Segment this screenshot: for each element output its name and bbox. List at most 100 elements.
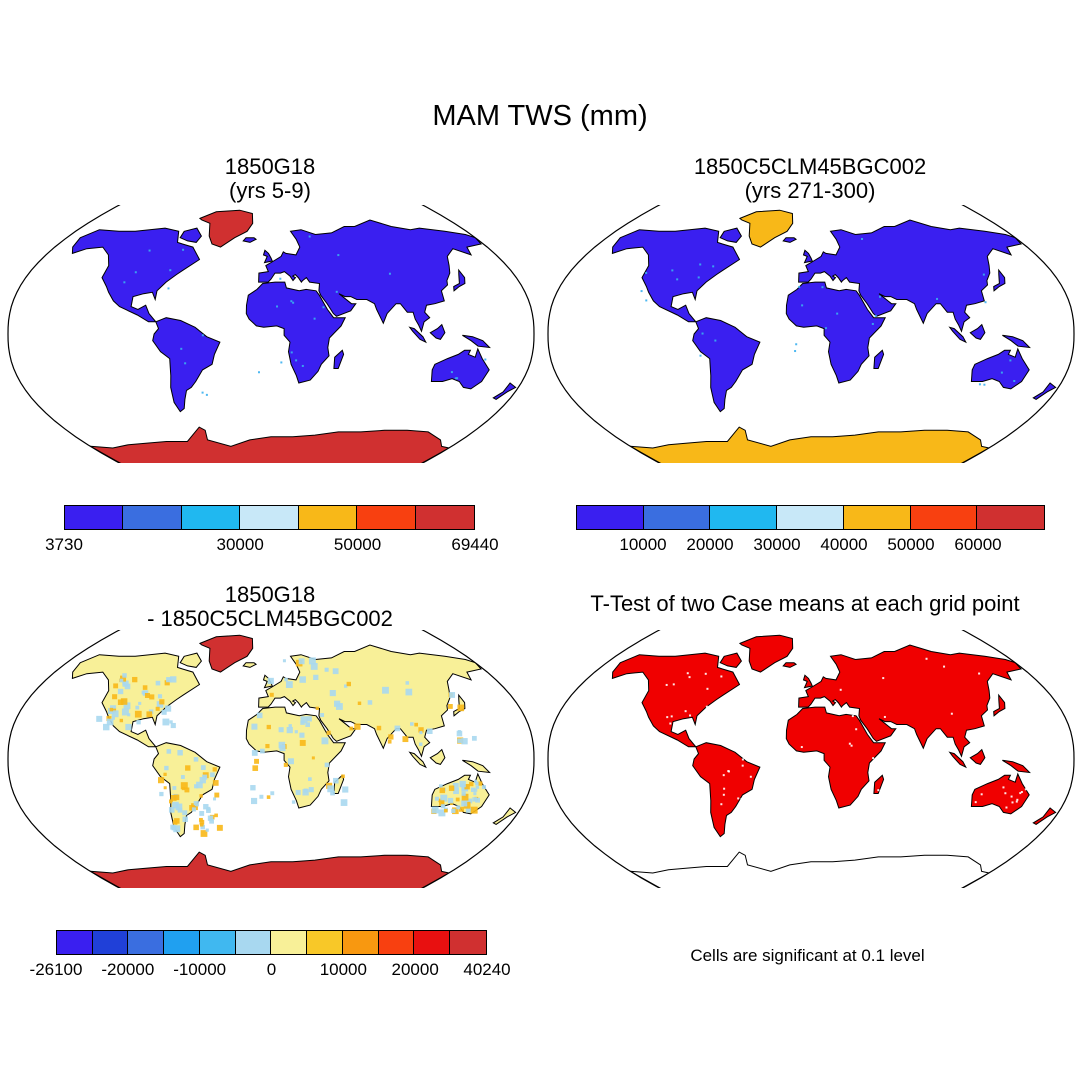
speckle-cell (470, 787, 476, 792)
speckle-cell (984, 301, 987, 304)
speckle-cell (251, 723, 258, 730)
speckle-cell (800, 746, 803, 749)
speckle-cell (470, 806, 478, 814)
speckle-cell (210, 772, 215, 778)
speckle-cell (169, 720, 173, 724)
speckle-cell (257, 371, 260, 374)
land-australia (970, 347, 1030, 390)
land-northAmerica (611, 227, 741, 323)
speckle-cell (193, 801, 199, 807)
colorbar-tick-label: -26100 (29, 960, 83, 979)
speckle-cell (461, 800, 468, 807)
speckle-cell (149, 694, 155, 700)
panel-1-colorbar (64, 505, 475, 530)
land-iceland (782, 237, 798, 243)
speckle-cell (706, 687, 709, 690)
speckle-cell (278, 727, 284, 733)
speckle-cell (349, 726, 354, 731)
speckle-cell (874, 314, 877, 317)
speckle-cell (1005, 806, 1008, 809)
speckle-cell (346, 681, 351, 687)
speckle-cell (177, 807, 183, 813)
speckle-cell (124, 683, 131, 690)
colorbar-segment (123, 506, 182, 529)
speckle-cell (193, 824, 199, 831)
speckle-cell (444, 808, 448, 813)
panel-4-map (546, 630, 1076, 888)
colorbar-tick-label: 0 (266, 960, 277, 979)
speckle-cell (144, 693, 150, 698)
land-japan (993, 268, 1006, 292)
speckle-cell (292, 301, 295, 304)
panel-1-map (6, 205, 536, 463)
speckle-cell (1002, 786, 1005, 789)
speckle-cell (1016, 798, 1019, 801)
colorbar-segment (298, 506, 358, 529)
speckle-cell (122, 682, 126, 686)
land-northAmerica (611, 652, 741, 748)
speckle-cell (974, 809, 977, 812)
speckle-cell (166, 749, 172, 754)
speckle-cell (180, 347, 183, 350)
speckle-cell (301, 364, 304, 367)
speckle-cell (294, 730, 298, 734)
speckle-cell (170, 722, 176, 729)
speckle-cell (688, 676, 691, 679)
speckle-cell (205, 393, 208, 396)
speckle-cell (184, 362, 187, 365)
speckle-cell (119, 678, 124, 683)
speckle-cell (440, 794, 448, 802)
speckle-cell (298, 658, 305, 665)
speckle-cell (723, 787, 726, 790)
speckle-cell (343, 684, 348, 688)
colorbar-segment (415, 506, 474, 529)
speckle-cell (337, 254, 340, 257)
speckle-cell (164, 765, 169, 771)
speckle-cell (136, 720, 141, 725)
land-newZealand (1032, 382, 1057, 400)
colorbar-segment (977, 506, 1044, 529)
speckle-cell (1009, 359, 1012, 362)
land-madagascar (873, 774, 885, 794)
speckle-cell (335, 703, 343, 710)
panel-3-title-line2: - 1850C5CLM45BGC002 (147, 606, 393, 631)
panel-1-title: 1850G18 (yrs 5-9) (40, 155, 500, 203)
land-eurasia (258, 219, 483, 333)
speckle-cell (117, 688, 124, 695)
speckle-cell (282, 659, 286, 663)
speckle-cell (877, 789, 880, 792)
colorbar-segment (199, 931, 236, 954)
speckle-cell (216, 824, 223, 831)
speckle-cell (106, 716, 112, 721)
speckle-cell (182, 248, 185, 251)
speckle-cell (313, 317, 316, 320)
colorbar-tick-label: 69440 (451, 535, 499, 554)
map-content (8, 205, 534, 463)
land-eurasia (798, 644, 1023, 758)
speckle-cell (170, 795, 177, 801)
speckle-cell (214, 813, 218, 818)
colorbar-segment (357, 506, 416, 529)
speckle-cell (1020, 790, 1023, 793)
panel-2-map (546, 205, 1076, 463)
speckle-cell (283, 762, 288, 767)
speckle-cell (180, 775, 185, 779)
speckle-cell (862, 789, 865, 792)
speckle-cell (291, 800, 296, 804)
speckle-cell (701, 332, 704, 335)
colorbar-tick-label: 20000 (686, 535, 734, 554)
map-border (7, 630, 535, 888)
speckle-cell (983, 383, 986, 386)
speckle-cell (354, 723, 361, 730)
speckle-cell (405, 688, 413, 696)
speckle-cell (741, 758, 744, 761)
speckle-cell (299, 732, 305, 738)
speckle-cell (200, 765, 206, 770)
speckle-cell (182, 810, 188, 816)
speckle-cell (209, 818, 215, 824)
speckle-cell (980, 793, 983, 796)
speckle-cell (213, 797, 217, 801)
colorbar-tick-label: 3730 (45, 535, 83, 554)
panel-2-title-line1: 1850C5CLM45BGC002 (693, 154, 927, 179)
colorbar-segment (777, 506, 844, 529)
